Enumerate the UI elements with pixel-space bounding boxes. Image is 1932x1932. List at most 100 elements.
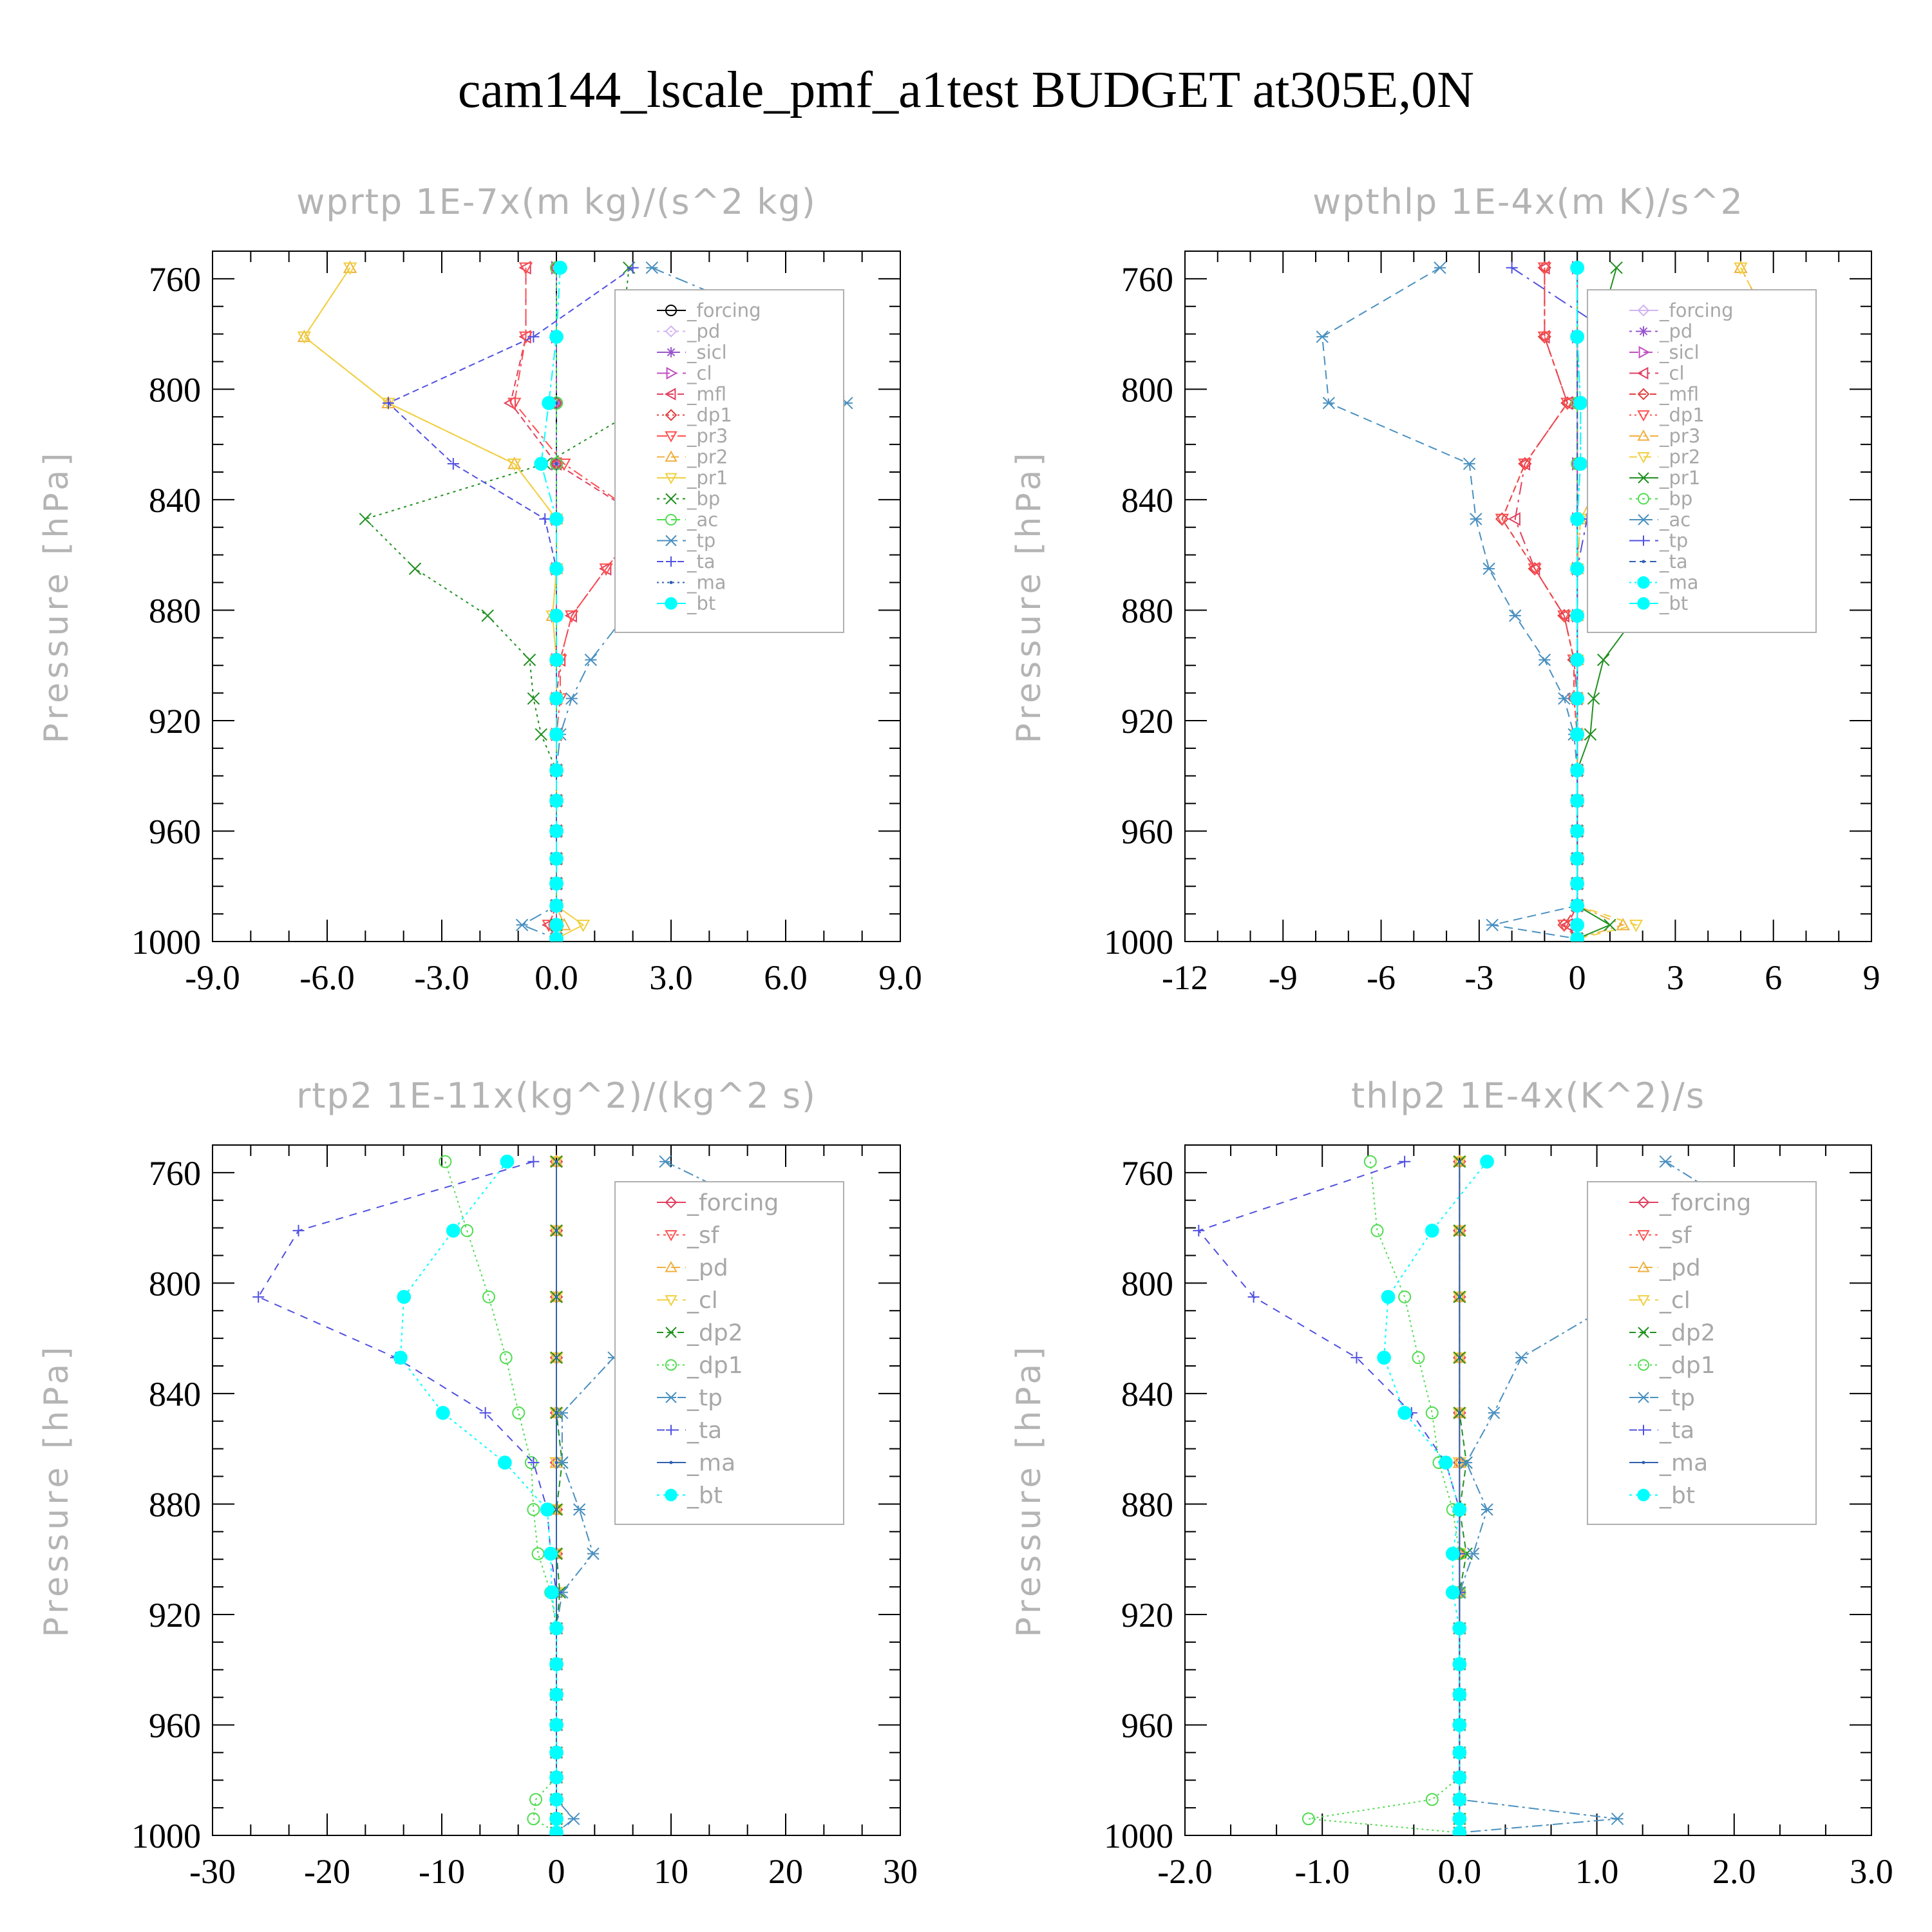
data-point [531, 1547, 545, 1560]
y-tick-label: 920 [149, 702, 201, 741]
data-point [1397, 1406, 1412, 1420]
data-point [1570, 562, 1584, 576]
data-point [554, 1411, 558, 1415]
data-point [1604, 918, 1616, 931]
legend-entry: _pr2 [1629, 446, 1700, 468]
legend-entry: _bt [1629, 1482, 1695, 1509]
data-point [527, 330, 540, 343]
data-point [1573, 457, 1588, 471]
data-point [1439, 1455, 1453, 1470]
legend-entry: _pr1 [1629, 467, 1700, 489]
series-mfl [1495, 261, 1584, 942]
legend-label: _pr2 [687, 446, 728, 468]
data-point [549, 1812, 564, 1826]
series-line [556, 1161, 563, 1833]
legend-label: _bt [687, 1482, 723, 1509]
legend-entry: _pr1 [657, 467, 728, 489]
data-point [1570, 931, 1584, 942]
data-point [518, 262, 533, 275]
figure-title: cam144_lscale_pmf_a1test BUDGET at305E,0… [457, 62, 1475, 118]
data-point [659, 1155, 672, 1168]
data-point [512, 1406, 526, 1419]
data-point [1302, 1812, 1315, 1826]
legend-entry: _ma [1629, 1450, 1708, 1477]
data-point [1452, 1812, 1467, 1826]
legend-entry: _forcing [657, 299, 761, 321]
data-point [549, 512, 564, 526]
data-point [382, 397, 394, 409]
legend-entry: _bt [657, 592, 715, 614]
series-ta [252, 1155, 562, 1835]
y-axis-label: Pressure [hPa] [1010, 1343, 1048, 1638]
legend-label: _pr3 [1659, 425, 1700, 447]
data-point [549, 918, 564, 933]
data-point [1528, 562, 1540, 576]
data-point [545, 1585, 559, 1600]
data-point [1193, 1224, 1205, 1236]
legend-label: _pd [687, 1255, 728, 1282]
data-point [549, 330, 564, 344]
data-point [515, 918, 529, 931]
data-point [1363, 1155, 1377, 1168]
series-line [399, 1161, 557, 1833]
data-point [1452, 1621, 1467, 1636]
data-point [565, 610, 579, 623]
legend-label: _bp [687, 488, 720, 510]
legend-label: _ma [687, 572, 726, 594]
data-point [549, 1718, 564, 1732]
legend-entry: _pr2 [657, 446, 728, 468]
data-point [1517, 457, 1531, 471]
data-point [549, 851, 564, 866]
data-point [1482, 562, 1495, 575]
data-point [549, 1657, 564, 1671]
x-tick-label: -3.0 [414, 958, 469, 997]
data-point [1457, 1160, 1461, 1164]
data-point [1538, 653, 1551, 667]
x-tick-label: 0.0 [1438, 1852, 1482, 1891]
data-point [1528, 563, 1542, 576]
data-point [397, 1289, 412, 1304]
plot-frame [1184, 251, 1872, 942]
data-point [292, 1224, 305, 1236]
data-point [439, 1155, 452, 1168]
y-tick-label: 960 [149, 1706, 201, 1745]
series-bt [393, 1154, 564, 1835]
legend-label: _forcing [687, 1190, 779, 1217]
data-point [1377, 1350, 1391, 1365]
data-point [359, 513, 372, 526]
y-axis-label: Pressure [hPa] [37, 450, 76, 744]
legend-label: _ac [687, 509, 718, 531]
data-point [1587, 692, 1600, 705]
data-point [556, 1406, 569, 1419]
x-tick-label: 9.0 [878, 958, 922, 997]
legend-label: _pr2 [1659, 446, 1700, 468]
series-line [1308, 1161, 1461, 1833]
data-point [1506, 261, 1518, 274]
data-point [507, 397, 522, 410]
legend-entry: _forcing [1629, 299, 1734, 321]
data-point [1467, 1547, 1480, 1560]
data-point [1457, 1229, 1461, 1233]
data-point [1452, 1502, 1467, 1517]
series-line [1383, 1161, 1488, 1833]
data-point [507, 458, 522, 471]
y-tick-label: 880 [149, 591, 201, 630]
y-axis-label: Pressure [hPa] [1010, 450, 1048, 744]
data-point [553, 260, 567, 275]
data-point [1537, 331, 1552, 344]
data-point [576, 920, 591, 933]
data-point [1457, 1461, 1461, 1464]
data-point [1381, 1289, 1396, 1304]
data-point [542, 395, 556, 410]
data-point [1350, 1352, 1363, 1364]
data-point [540, 1502, 554, 1517]
legend-label: _ac [1659, 509, 1690, 531]
data-point [557, 458, 571, 471]
legend-entry: _dp1 [1629, 404, 1705, 426]
data-point [1557, 609, 1570, 623]
legend-entry: _sf [1629, 1222, 1692, 1249]
y-axis-label: Pressure [hPa] [37, 1343, 76, 1638]
legend-entry: _ta [1629, 1417, 1694, 1444]
data-point [1508, 512, 1520, 526]
legend-entry: _ta [657, 551, 715, 573]
